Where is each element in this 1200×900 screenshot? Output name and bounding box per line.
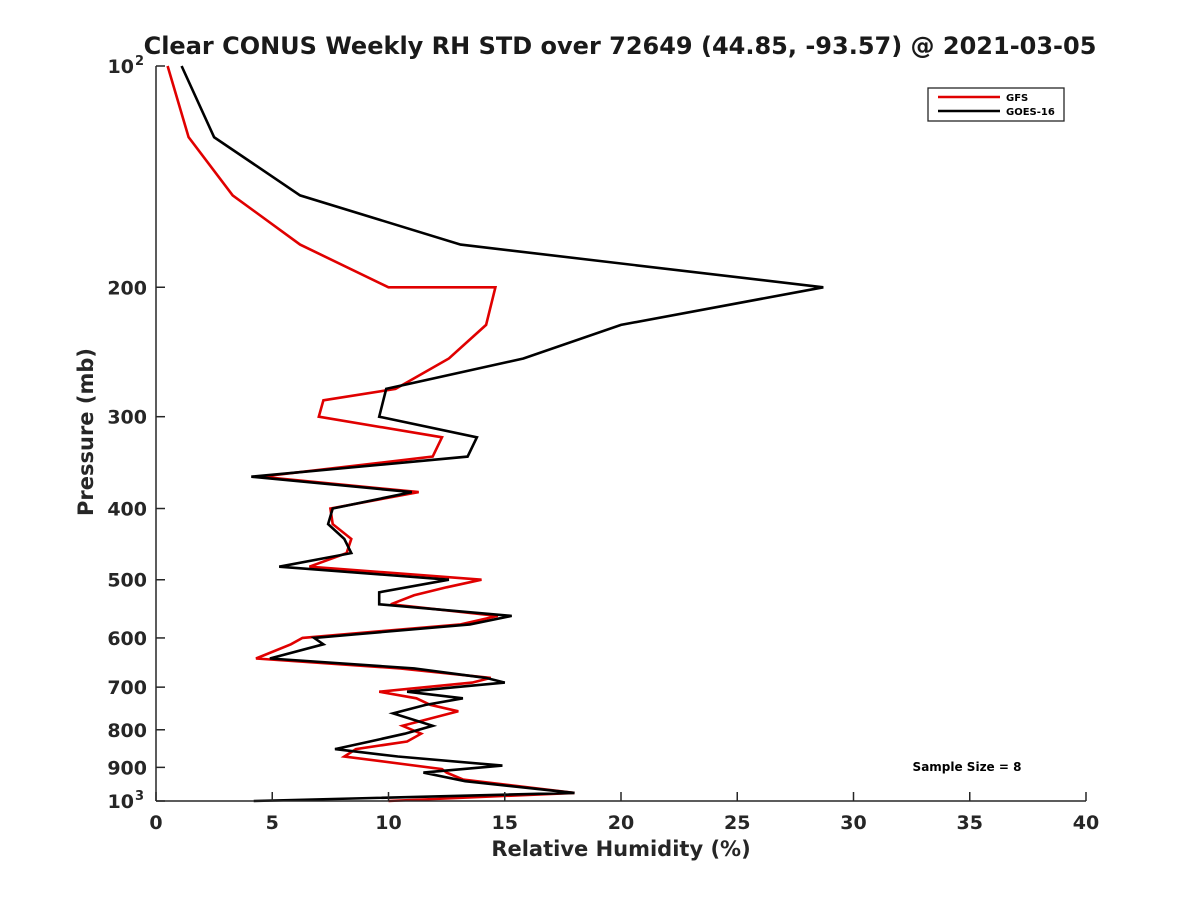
chart-title: Clear CONUS Weekly RH STD over 72649 (44…	[144, 32, 1097, 60]
y-tick-exponent: 2	[135, 54, 144, 69]
legend-box	[927, 87, 1065, 122]
x-tick-label: 15	[492, 812, 518, 834]
series-line-gfs	[166, 65, 575, 803]
x-tick-label: 30	[840, 812, 866, 834]
x-tick-label: 20	[608, 812, 634, 834]
x-tick-label: 10	[375, 812, 401, 834]
legend-label-gfs: GFS	[1006, 93, 1028, 104]
y-tick-label: 200	[107, 277, 147, 299]
sample-size-annotation: Sample Size = 8	[913, 760, 1022, 774]
y-tick-label: 10	[108, 56, 134, 78]
series-group	[166, 65, 824, 803]
y-axis-label: Pressure (mb)	[74, 348, 98, 516]
y-tick-label: 600	[107, 628, 147, 650]
y-tick-label: 400	[107, 499, 147, 521]
y-tick-label: 10	[108, 791, 134, 813]
x-tick-label: 5	[266, 812, 279, 834]
plot-area	[156, 66, 1086, 801]
legend-label-goes-16: GOES-16	[1006, 107, 1055, 118]
y-tick-label: 900	[107, 757, 147, 779]
x-tick-label: 0	[149, 812, 162, 834]
y-tick-label: 800	[107, 720, 147, 742]
y-tick-label: 300	[107, 407, 147, 429]
x-tick-label: 40	[1073, 812, 1099, 834]
y-tick-label: 500	[107, 570, 147, 592]
x-tick-label: 25	[724, 812, 750, 834]
series-line-goes-16	[180, 65, 824, 803]
y-tick-label: 700	[107, 677, 147, 699]
x-axis-label: Relative Humidity (%)	[491, 837, 750, 861]
plot-background	[156, 66, 1086, 801]
legend: GFS GOES-16	[927, 87, 1065, 122]
x-tick-label: 35	[957, 812, 983, 834]
y-tick-exponent: 3	[135, 789, 144, 804]
